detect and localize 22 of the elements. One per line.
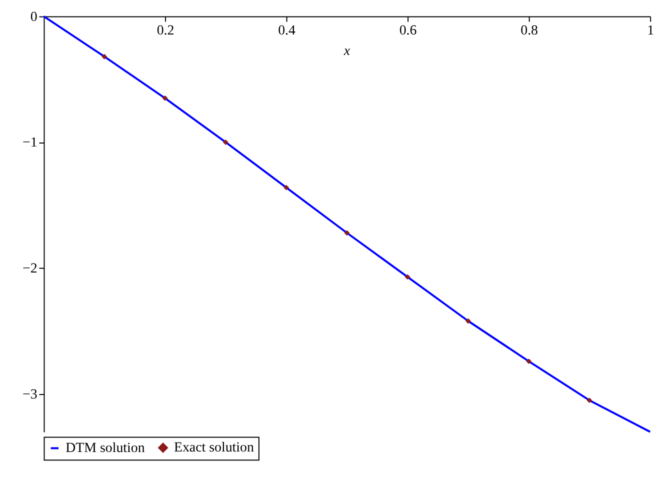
point [526,358,532,364]
y-tick-label: −1 [22,136,38,151]
x-tick-label: 1 [647,24,654,39]
point [586,398,592,404]
x-axis-title: x [342,44,351,60]
x-tick-label: 0.8 [520,24,538,39]
legend-label: Exact solution [174,440,254,456]
x-tick-label: 0.4 [278,24,296,39]
point [284,184,289,190]
point [465,318,471,324]
y-tick-label: 0 [30,10,38,25]
point [344,230,350,236]
y-tick-label: −2 [22,262,38,277]
y-tick-label: −3 [22,388,38,403]
x-tick-label: 0.2 [156,24,174,39]
point [102,54,108,60]
legend-label: DTM solution [66,441,145,456]
point [404,274,410,280]
point [162,95,168,101]
point [222,139,228,145]
x-tick-label: 0.6 [399,24,417,39]
line-series [42,15,652,433]
